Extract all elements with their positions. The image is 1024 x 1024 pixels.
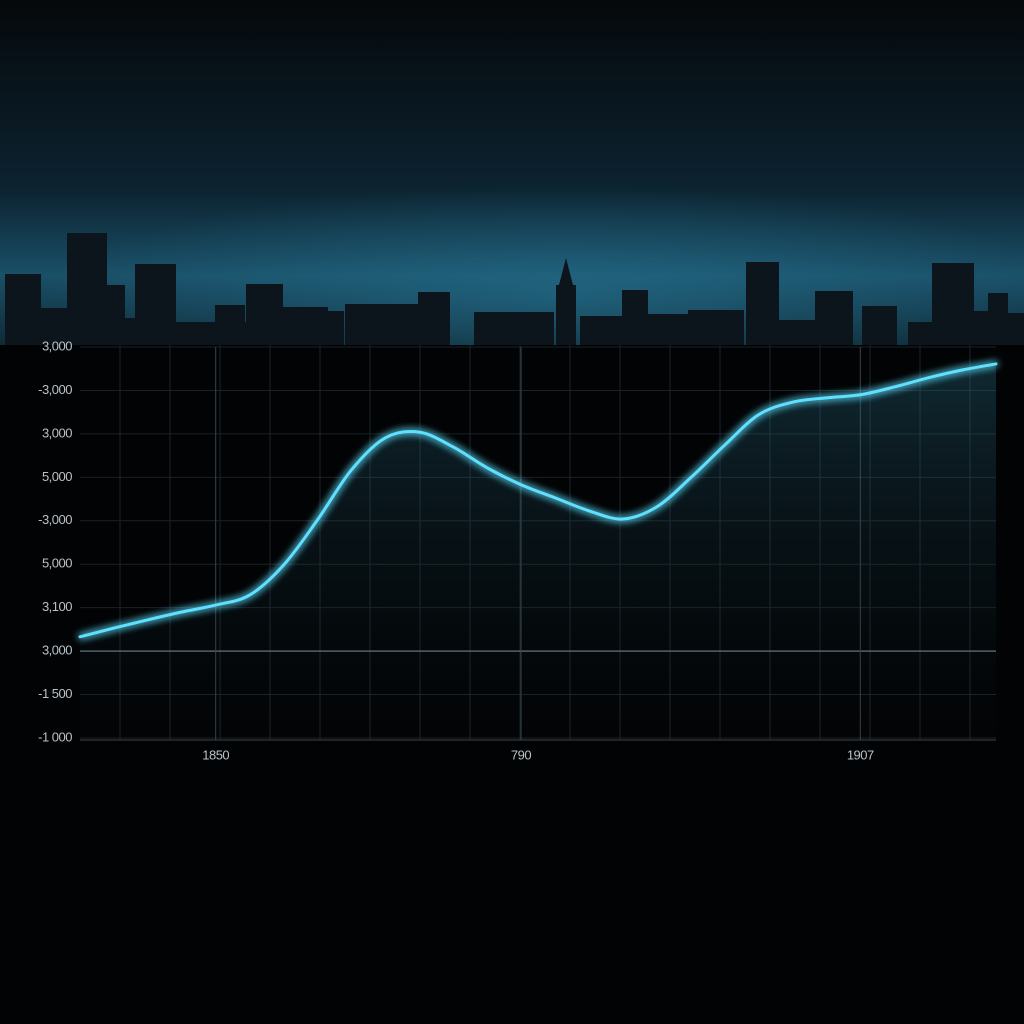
- x-tick-label: 1907: [847, 747, 874, 762]
- plot: -1 000 -1 500 3,000 3,100 5,000 -3,000 5,000 3,…: [38, 338, 998, 762]
- x-tick-label: 790: [511, 747, 531, 762]
- y-tick-label: 3,000: [42, 643, 72, 658]
- y-tick-label: -3,000: [38, 512, 72, 527]
- y-tick-label: -1 000: [38, 729, 72, 744]
- y-tick-label: 5,000: [42, 556, 72, 571]
- area: [80, 363, 996, 738]
- line: [78, 362, 998, 639]
- y-tick-label: 5,000: [42, 469, 72, 484]
- y-tick-label: -3,000: [38, 382, 72, 397]
- y-tick-label: 3,000: [42, 425, 72, 440]
- skyline: [0, 0, 1024, 345]
- x-tick-label: 1850: [202, 747, 229, 762]
- y-tick-label: 3,100: [42, 599, 72, 614]
- y-tick-label: -1 500: [38, 686, 72, 701]
- y-tick-label: 3,000: [42, 338, 72, 353]
